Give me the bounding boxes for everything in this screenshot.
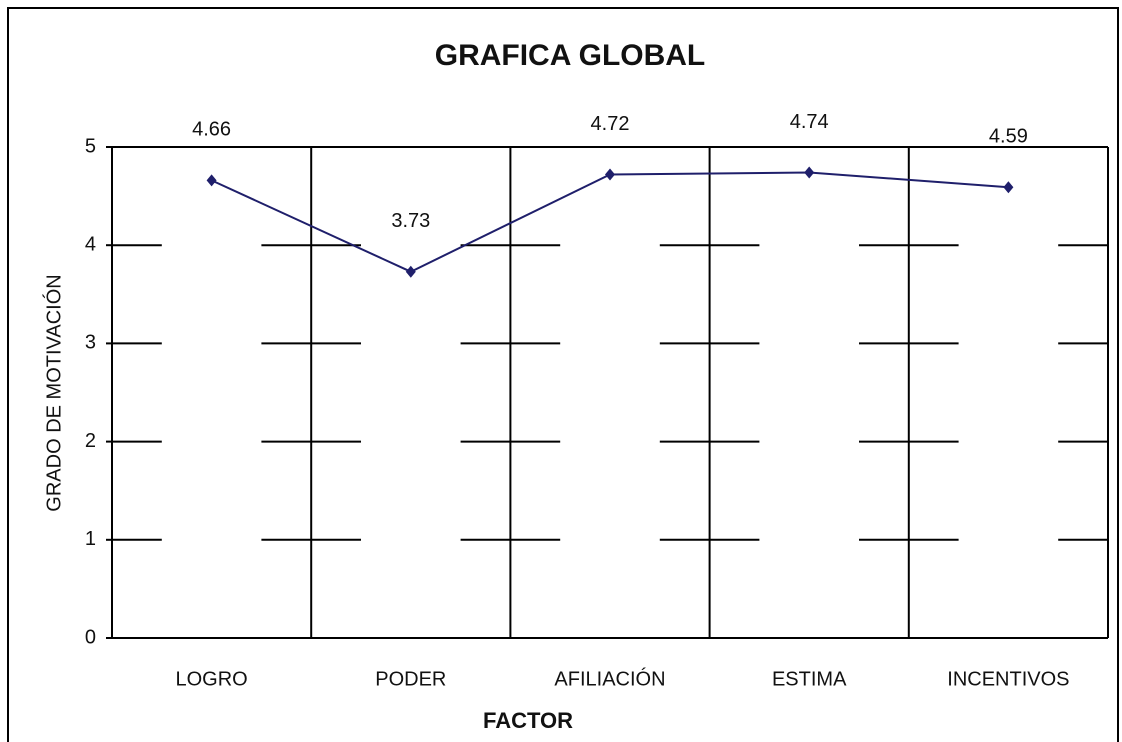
x-tick-label: ESTIMA xyxy=(772,668,847,690)
x-tick-label: LOGRO xyxy=(175,668,247,690)
y-axis-label: GRADO DE MOTIVACIÓN xyxy=(42,274,65,511)
x-axis-label: FACTOR xyxy=(483,708,573,733)
y-tick-label: 3 xyxy=(85,332,96,354)
y-tick-label: 1 xyxy=(85,528,96,550)
x-tick-label: PODER xyxy=(375,668,446,690)
data-label: 4.72 xyxy=(591,113,630,135)
data-label: 4.59 xyxy=(989,126,1028,148)
data-point xyxy=(804,166,815,179)
data-point xyxy=(206,174,217,187)
y-tick-label: 4 xyxy=(85,233,96,255)
data-label: 4.74 xyxy=(790,111,829,133)
data-point xyxy=(605,168,615,181)
chart-frame xyxy=(7,7,1119,742)
data-label: 3.73 xyxy=(391,210,430,232)
chart-title: GRAFICA GLOBAL xyxy=(435,39,706,72)
x-tick-label: INCENTIVOS xyxy=(947,668,1069,690)
y-tick-label: 5 xyxy=(85,135,96,157)
data-point xyxy=(405,265,416,278)
data-point xyxy=(1003,181,1014,194)
data-label: 4.66 xyxy=(192,119,231,141)
y-tick-label: 0 xyxy=(85,626,96,648)
x-tick-label: AFILIACIÓN xyxy=(554,667,665,690)
y-tick-label: 2 xyxy=(85,430,96,452)
